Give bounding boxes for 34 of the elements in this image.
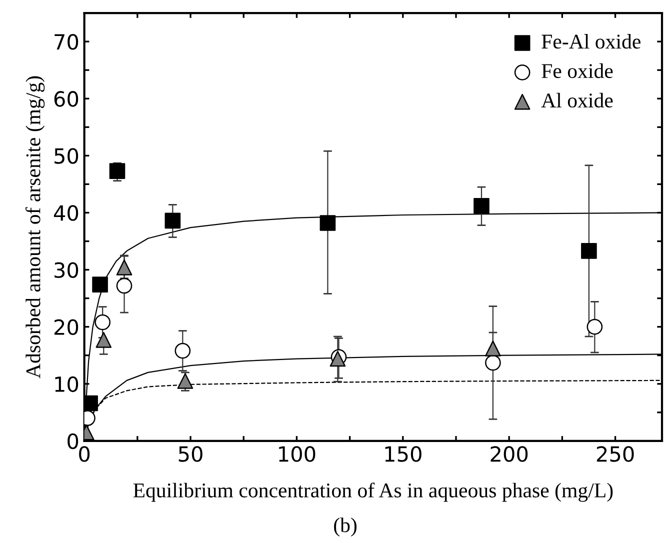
point	[164, 212, 181, 229]
y-tick-label: 20	[54, 319, 78, 336]
y-tick-label: 70	[54, 34, 78, 50]
y-axis-title: Adsorbed amount of arsenite (mg/g)	[25, 76, 45, 378]
y-tick-label: 30	[54, 262, 78, 278]
y-tick-label: 0	[68, 433, 78, 450]
point	[586, 318, 603, 335]
x-tick-label: 200	[490, 446, 528, 462]
point	[94, 314, 110, 330]
point	[581, 243, 597, 259]
point	[485, 340, 501, 356]
y-tick-label: 10	[55, 376, 78, 392]
point	[116, 278, 132, 294]
text: (b)	[334, 518, 357, 536]
y-tick-label: 60	[54, 91, 78, 107]
x-tick-label: 100	[279, 446, 316, 462]
x-axis-title: Equilibrium concentration of As in aqueous phase (mg/L)	[133, 482, 613, 502]
point	[485, 354, 501, 371]
x-tick-label: 50	[178, 446, 202, 462]
y-tick-label: 50	[54, 148, 78, 164]
legend-label: Fe oxide	[542, 63, 613, 78]
x-tick-label: 0	[79, 446, 90, 462]
legend-label: Fe-Al oxide	[542, 34, 640, 49]
x-tick-label: 250	[596, 446, 634, 462]
point	[109, 163, 126, 179]
x-tick-label: 150	[385, 446, 422, 462]
point	[174, 342, 191, 359]
y-tick-label: 40	[54, 205, 78, 221]
point	[116, 260, 132, 276]
point	[320, 215, 336, 231]
point	[96, 332, 112, 348]
legend-label: Al oxide	[541, 92, 613, 108]
point	[92, 276, 108, 293]
point	[474, 198, 490, 214]
